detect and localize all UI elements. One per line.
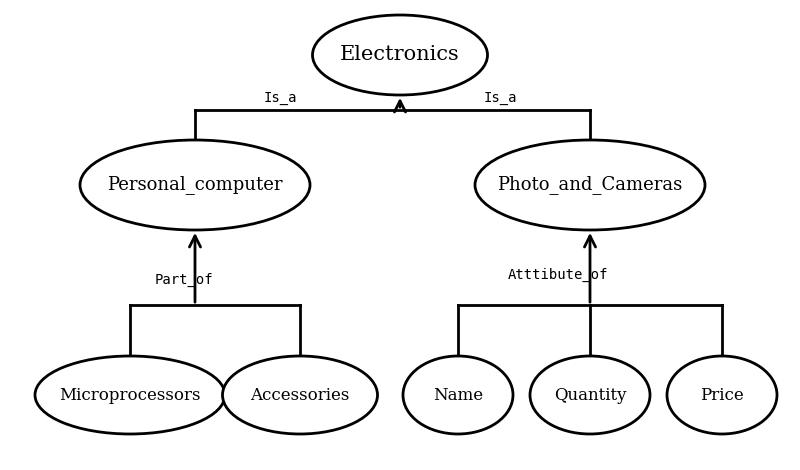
Text: Atttibute_of: Atttibute_of [508,268,609,282]
Ellipse shape [475,140,705,230]
Text: Electronics: Electronics [340,46,460,64]
Text: Price: Price [700,386,744,404]
Ellipse shape [667,356,777,434]
Ellipse shape [313,15,487,95]
Text: Microprocessors: Microprocessors [59,386,201,404]
Text: Accessories: Accessories [250,386,350,404]
Ellipse shape [530,356,650,434]
Ellipse shape [222,356,378,434]
Ellipse shape [403,356,513,434]
Ellipse shape [80,140,310,230]
Text: Name: Name [433,386,483,404]
Text: Is_a: Is_a [483,91,517,105]
Text: Quantity: Quantity [554,386,626,404]
Text: Photo_and_Cameras: Photo_and_Cameras [498,175,682,195]
Text: Part_of: Part_of [155,273,214,287]
Ellipse shape [35,356,225,434]
Text: Is_a: Is_a [263,91,297,105]
Text: Personal_computer: Personal_computer [107,175,282,195]
